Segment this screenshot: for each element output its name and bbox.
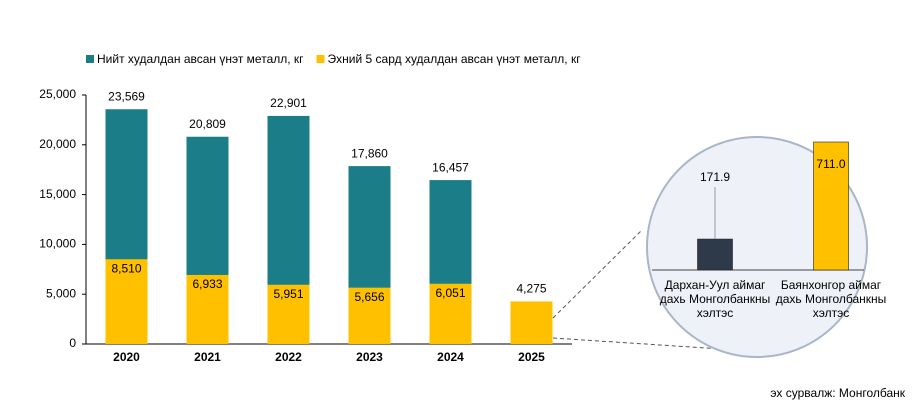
- y-tick-label: 5,000: [46, 286, 76, 300]
- bar: [429, 283, 472, 344]
- inset-bar: [697, 238, 733, 271]
- value-label: 5,656: [354, 290, 384, 304]
- zoom-line: [552, 229, 643, 319]
- x-tick-label: 2021: [194, 350, 221, 364]
- value-label: 22,901: [270, 96, 307, 110]
- y-tick-label: 20,000: [39, 137, 76, 151]
- bar: [105, 259, 148, 344]
- x-tick-label: 2020: [113, 350, 140, 364]
- legend-swatch: [316, 55, 325, 63]
- value-label: 711.0: [816, 157, 845, 171]
- value-label: 16,457: [432, 160, 469, 174]
- zoom-line: [552, 337, 738, 351]
- y-tick-label: 25,000: [39, 87, 76, 101]
- bar: [348, 287, 391, 344]
- y-tick-label: 10,000: [39, 237, 76, 251]
- x-tick-label: 2025: [518, 350, 545, 364]
- value-label: 23,569: [108, 89, 145, 103]
- inset-bar: [813, 141, 849, 271]
- legend-swatch: [86, 55, 94, 63]
- source: эх сурвалж: Монголбанк: [770, 386, 905, 400]
- value-label: 4,275: [516, 282, 546, 296]
- x-tick-label: 2022: [275, 350, 302, 364]
- legend-label: Нийт худалдан авсан үнэт металл, кг: [97, 52, 304, 66]
- bar: [267, 284, 310, 344]
- value-label: 6,051: [435, 286, 465, 300]
- legend-label: Эхний 5 сард худалдан авсан үнэт металл,…: [328, 52, 582, 66]
- bar: [510, 301, 553, 344]
- y-tick-label: 0: [69, 336, 76, 350]
- inset-category-label: Баянхонгор аймаг дахь Монголбанкны хэлтэ…: [775, 278, 887, 320]
- y-tick-label: 15,000: [39, 187, 76, 201]
- value-label: 17,860: [351, 146, 388, 160]
- value-label: 8,510: [111, 261, 141, 275]
- value-label: 6,933: [192, 277, 222, 291]
- bar: [186, 274, 229, 344]
- x-tick-label: 2024: [437, 350, 464, 364]
- inset-category-label: Дархан-Уул аймаг дахь Монголбанкны хэлтэ…: [659, 278, 771, 320]
- value-label: 20,809: [189, 117, 226, 131]
- value-label: 5,951: [273, 287, 303, 301]
- inset-circle: [646, 136, 868, 358]
- value-label: 171.9: [700, 170, 730, 184]
- x-tick-label: 2023: [356, 350, 383, 364]
